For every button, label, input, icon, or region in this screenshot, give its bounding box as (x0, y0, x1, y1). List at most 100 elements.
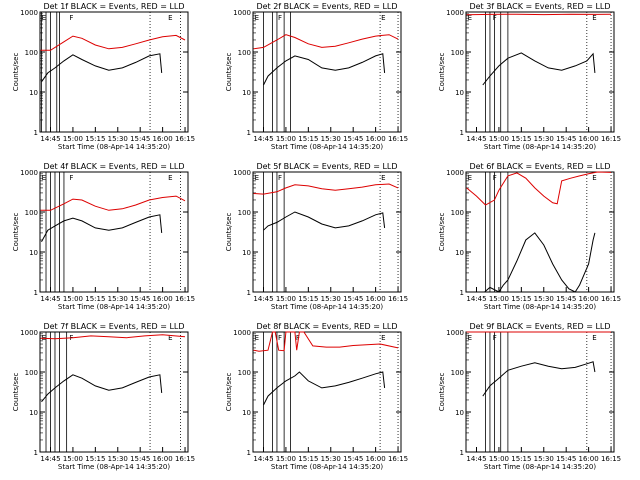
x-tick-label: 14:45 (466, 295, 486, 303)
x-tick-label: 15:45 (343, 135, 363, 143)
y-axis-label: Counts/sec (12, 53, 20, 92)
x-tick-label: 15:30 (321, 455, 341, 463)
panel-2: Det 2f BLACK = Events, RED = LLD 1 10 100 10… (225, 2, 408, 151)
y-tick-label: 10 (455, 89, 464, 97)
y-tick-label: 1000 (446, 9, 464, 17)
x-tick-label: 14:45 (40, 295, 60, 303)
x-tick-label: 15:45 (343, 455, 363, 463)
series-lld (466, 171, 612, 206)
axes-frame (465, 331, 615, 453)
x-tick-label: 15:15 (85, 455, 105, 463)
x-tick-label: 16:00 (366, 295, 386, 303)
x-tick-label: 16:15 (175, 135, 195, 143)
x-tick-label: 15:45 (556, 135, 576, 143)
x-tick-label: 15:00 (63, 455, 83, 463)
y-axis-label: Counts/sec (12, 213, 20, 252)
x-tick-label: 15:30 (108, 135, 128, 143)
y-tick-label: 100 (451, 209, 464, 217)
y-tick-label: 100 (25, 49, 38, 57)
y-axis-label: Counts/sec (225, 213, 233, 252)
x-tick-label: 16:15 (601, 135, 621, 143)
y-tick-label: 1000 (20, 329, 38, 337)
y-tick-label: 10 (242, 89, 251, 97)
panel-title: Det 9f BLACK = Events, RED = LLD (469, 322, 610, 331)
series-lld (40, 195, 186, 211)
x-tick-label: 15:30 (108, 455, 128, 463)
x-tick-label: 15:30 (534, 135, 554, 143)
interval-marker: E (468, 174, 472, 182)
x-tick-label: 15:45 (130, 295, 150, 303)
x-tick-label: 15:30 (534, 455, 554, 463)
axes-frame (465, 11, 615, 133)
x-tick-label: 14:45 (40, 135, 60, 143)
x-tick-label: 14:45 (253, 135, 273, 143)
series-lld (253, 34, 399, 50)
x-tick-label: 16:15 (601, 295, 621, 303)
y-axis-label: Counts/sec (438, 213, 446, 252)
series-lld (253, 331, 399, 352)
series-lld (253, 183, 399, 195)
x-axis-label: Start Time (08-Apr-14 14:35:20) (271, 303, 383, 311)
x-tick-label: 16:00 (579, 295, 599, 303)
interval-marker: E (468, 334, 472, 342)
x-tick-label: 16:15 (175, 455, 195, 463)
y-tick-label: 1 (34, 289, 38, 297)
series-events (41, 53, 163, 83)
series-lld (40, 334, 186, 340)
axes-frame (39, 11, 189, 133)
y-tick-label: 100 (238, 49, 251, 57)
x-tick-label: 16:15 (388, 135, 408, 143)
y-tick-label: 100 (451, 369, 464, 377)
x-tick-label: 16:00 (366, 135, 386, 143)
panel-8: Det 8f BLACK = Events, RED = LLD 1 10 100 10… (225, 322, 408, 471)
x-tick-label: 16:00 (579, 455, 599, 463)
x-tick-label: 15:00 (63, 295, 83, 303)
y-tick-label: 10 (242, 249, 251, 257)
panel-title: Det 8f BLACK = Events, RED = LLD (256, 322, 397, 331)
y-tick-label: 1 (460, 129, 464, 137)
x-tick-label: 16:00 (579, 135, 599, 143)
interval-marker: E (255, 174, 259, 182)
x-tick-label: 15:15 (298, 455, 318, 463)
x-tick-label: 15:45 (130, 135, 150, 143)
series-events (263, 371, 386, 406)
x-tick-label: 14:45 (253, 295, 273, 303)
x-tick-label: 15:30 (108, 295, 128, 303)
x-tick-label: 15:45 (343, 295, 363, 303)
series-events (484, 232, 596, 293)
y-tick-label: 1 (460, 449, 464, 457)
y-tick-label: 1000 (446, 169, 464, 177)
series-events (482, 52, 596, 86)
x-tick-label: 14:45 (466, 455, 486, 463)
x-axis-label: Start Time (08-Apr-14 14:35:20) (58, 303, 170, 311)
panel-1: Det 1f BLACK = Events, RED = LLD 1 10 100 10… (12, 2, 195, 151)
x-tick-label: 15:15 (511, 455, 531, 463)
interval-marker: F (493, 174, 497, 182)
series-lld (40, 34, 186, 51)
interval-marker: E (168, 174, 172, 182)
y-tick-label: 10 (29, 89, 38, 97)
y-tick-label: 10 (29, 249, 38, 257)
y-tick-label: 1000 (233, 169, 251, 177)
x-tick-label: 15:15 (511, 135, 531, 143)
axes-frame (252, 11, 402, 133)
x-tick-label: 14:45 (40, 455, 60, 463)
interval-marker: E (42, 174, 46, 182)
x-tick-label: 16:15 (388, 455, 408, 463)
panel-title: Det 5f BLACK = Events, RED = LLD (256, 162, 397, 171)
x-tick-label: 14:45 (253, 455, 273, 463)
y-tick-label: 1000 (233, 9, 251, 17)
y-tick-label: 1 (247, 129, 251, 137)
x-tick-label: 15:45 (556, 455, 576, 463)
x-tick-label: 15:15 (298, 295, 318, 303)
x-tick-label: 15:30 (321, 135, 341, 143)
panel-title: Det 3f BLACK = Events, RED = LLD (469, 2, 610, 11)
x-tick-label: 16:00 (153, 455, 173, 463)
interval-marker: E (255, 14, 259, 22)
x-tick-label: 16:00 (153, 295, 173, 303)
panel-title: Det 6f BLACK = Events, RED = LLD (469, 162, 610, 171)
series-events (41, 214, 163, 243)
x-tick-label: 15:00 (276, 455, 296, 463)
interval-marker: E (255, 334, 259, 342)
x-tick-label: 15:00 (276, 135, 296, 143)
